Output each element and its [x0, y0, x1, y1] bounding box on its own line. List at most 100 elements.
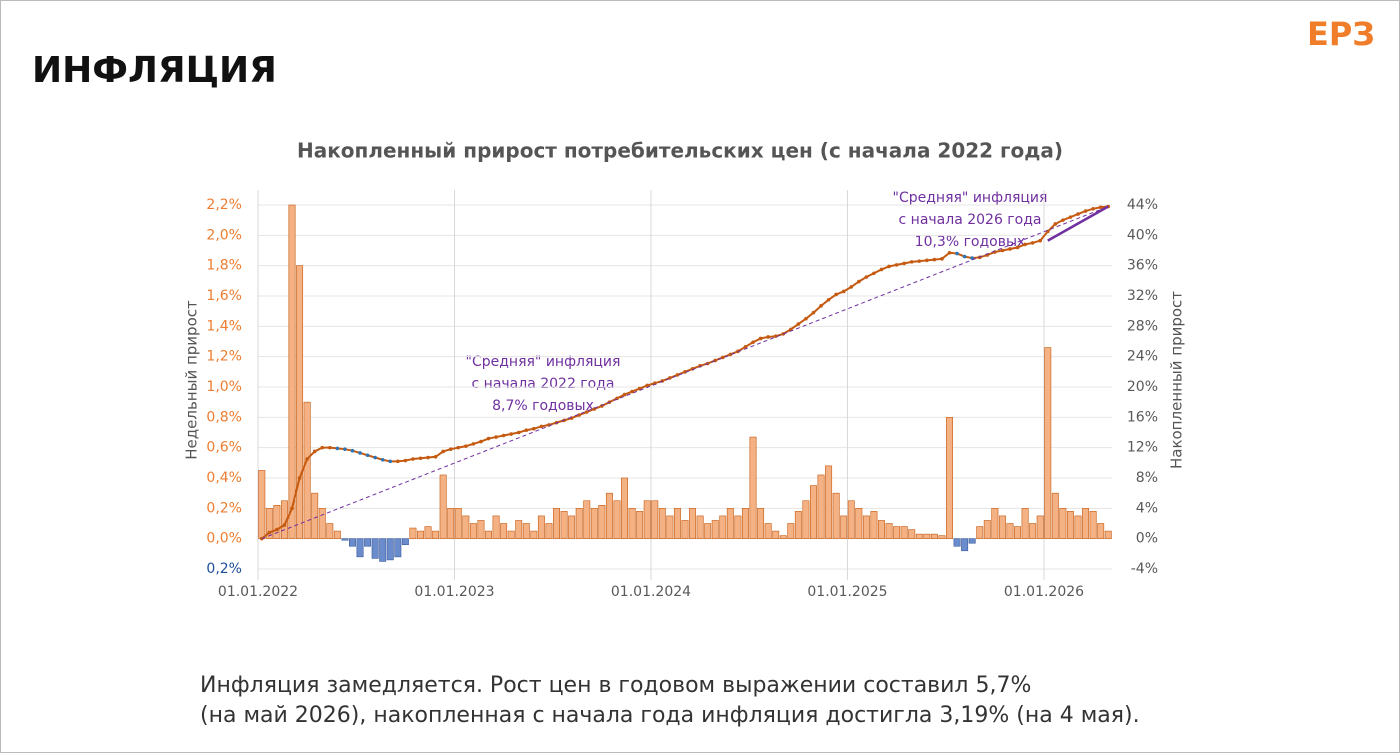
- annotation-line: "Средняя" инфляция: [893, 190, 1048, 206]
- line-point: [411, 457, 415, 461]
- line-point: [857, 279, 861, 284]
- x-tick-label: 01.01.2025: [807, 584, 887, 600]
- y2-axis-title: Накопленный прирост: [1168, 291, 1186, 469]
- line-point: [1030, 241, 1035, 245]
- bar: [568, 515, 576, 539]
- line-point: [645, 383, 650, 388]
- annotation-line: с начала 2026 года: [899, 212, 1042, 228]
- bar: [749, 436, 757, 539]
- y-tick-label: 0,2%: [206, 500, 242, 516]
- line-point: [584, 410, 589, 414]
- annotation: "Средняя" инфляция с начала 2026 года 10…: [893, 190, 1048, 250]
- x-tick-label: 01.01.2022: [218, 584, 298, 600]
- line-point: [343, 447, 347, 451]
- bar: [1104, 530, 1112, 539]
- y-tick-label: 0,2%: [206, 561, 242, 577]
- bar: [515, 520, 523, 539]
- y2-tick-label: -4%: [1131, 561, 1158, 577]
- footer-line: (на май 2026), накопленная с начала года…: [200, 703, 1140, 728]
- line-point: [486, 436, 491, 441]
- bar: [938, 535, 946, 539]
- bar: [553, 508, 560, 539]
- bar: [719, 515, 727, 539]
- line-point: [388, 459, 393, 464]
- bar: [303, 401, 311, 539]
- line-point: [1023, 242, 1027, 247]
- y2-tick-label: 40%: [1127, 227, 1158, 243]
- y-tick-label: 1,8%: [206, 258, 242, 274]
- line-point: [758, 336, 763, 341]
- y-tick-label: 2,0%: [206, 227, 242, 243]
- line-point: [811, 310, 816, 315]
- line-point: [1076, 212, 1080, 216]
- y-tick-label: 0,4%: [206, 470, 242, 486]
- bar: [1029, 523, 1037, 539]
- bar: [401, 538, 409, 546]
- bar: [394, 538, 402, 558]
- bar: [1021, 508, 1029, 539]
- bar: [968, 538, 976, 544]
- bar: [983, 520, 991, 539]
- line-point: [396, 459, 400, 464]
- bar: [424, 526, 432, 539]
- bar: [976, 526, 984, 539]
- bar: [590, 508, 598, 539]
- bar: [711, 520, 719, 539]
- bar: [998, 515, 1006, 539]
- line-point: [773, 334, 778, 338]
- y-tick-label: 1,2%: [206, 349, 242, 365]
- bar: [772, 530, 780, 539]
- chart-title: Накопленный прирост потребительских цен …: [297, 139, 1063, 163]
- y2-tick-label: 4%: [1136, 500, 1158, 516]
- bar: [318, 508, 326, 539]
- line-point: [320, 445, 325, 450]
- bar: [636, 511, 644, 539]
- line-point: [932, 257, 937, 262]
- bar: [810, 485, 817, 539]
- line-point: [426, 455, 430, 460]
- line-point: [940, 257, 944, 261]
- line-point: [879, 267, 884, 272]
- y-tick-label: 0,0%: [206, 531, 242, 547]
- annotation-line: с начала 2022 года: [472, 376, 615, 392]
- line-point: [464, 444, 468, 448]
- bar: [417, 530, 424, 539]
- line-point: [796, 322, 801, 326]
- line-point: [751, 340, 755, 345]
- bar: [628, 508, 636, 539]
- bar: [341, 538, 349, 541]
- y2-tick-label: 8%: [1136, 470, 1158, 486]
- line-point: [305, 457, 309, 461]
- line-point: [290, 506, 294, 511]
- y-tick-label: 1,0%: [206, 379, 242, 395]
- bar: [794, 511, 802, 539]
- line-point: [358, 451, 362, 455]
- line-point: [282, 523, 287, 527]
- line-point: [1068, 215, 1073, 219]
- line-point: [849, 285, 854, 289]
- bar: [296, 265, 304, 539]
- line-point: [471, 442, 476, 446]
- line-point: [509, 432, 513, 436]
- y2-tick-label: 24%: [1127, 349, 1158, 365]
- line-point: [1008, 247, 1012, 251]
- bar: [1066, 511, 1074, 539]
- bar: [930, 533, 938, 539]
- bar: [832, 492, 840, 539]
- y2-tick-label: 12%: [1127, 440, 1158, 456]
- bar: [333, 530, 341, 539]
- x-tick-label: 01.01.2026: [1004, 584, 1084, 600]
- bar: [439, 474, 447, 539]
- line-point: [720, 355, 725, 360]
- bar: [1089, 511, 1097, 539]
- line-point: [403, 458, 408, 463]
- bar: [840, 515, 848, 539]
- line-point: [327, 445, 332, 450]
- line-point: [955, 251, 959, 256]
- y-tick-label: 2,2%: [206, 197, 242, 213]
- line-point: [887, 264, 891, 269]
- page-title: ИНФЛЯЦИЯ: [32, 50, 277, 91]
